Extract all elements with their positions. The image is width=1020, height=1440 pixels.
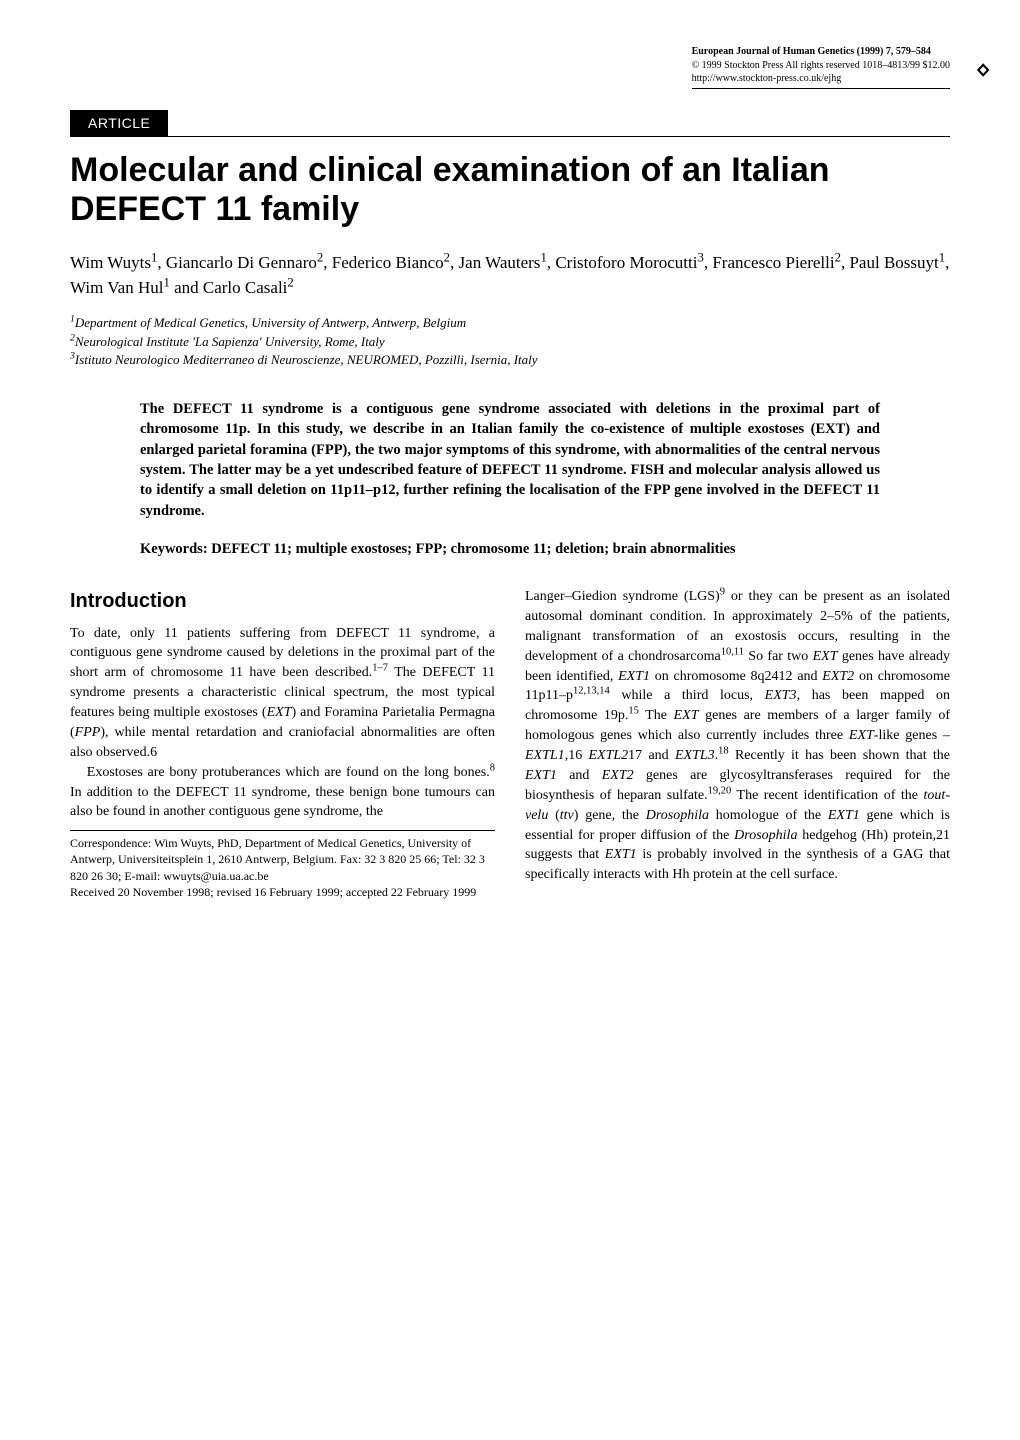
intro-paragraph-3: Langer–Giedion syndrome (LGS)9 or they c… bbox=[525, 587, 950, 885]
header-rule bbox=[692, 88, 950, 89]
abstract-text: The DEFECT 11 syndrome is a contiguous g… bbox=[140, 399, 880, 521]
journal-header: European Journal of Human Genetics (1999… bbox=[692, 45, 950, 89]
column-left: Introduction To date, only 11 patients s… bbox=[70, 587, 495, 900]
affiliation-list: 1Department of Medical Genetics, Univers… bbox=[70, 314, 950, 369]
correspondence-footnote: Correspondence: Wim Wuyts, PhD, Departme… bbox=[70, 835, 495, 884]
section-heading-introduction: Introduction bbox=[70, 587, 495, 615]
body-columns: Introduction To date, only 11 patients s… bbox=[70, 587, 950, 900]
article-type-badge: ARTICLE bbox=[70, 110, 168, 136]
journal-url: http://www.stockton-press.co.uk/ejhg bbox=[692, 72, 950, 86]
keywords-line: Keywords: DEFECT 11; multiple exostoses;… bbox=[140, 539, 880, 559]
column-right: Langer–Giedion syndrome (LGS)9 or they c… bbox=[525, 587, 950, 900]
journal-citation: European Journal of Human Genetics (1999… bbox=[692, 45, 950, 59]
intro-paragraph-1: To date, only 11 patients suffering from… bbox=[70, 624, 495, 763]
copyright-line: © 1999 Stockton Press All rights reserve… bbox=[692, 59, 950, 73]
badge-rule bbox=[70, 136, 950, 137]
intro-paragraph-2: Exostoses are bony protuberances which a… bbox=[70, 763, 495, 823]
article-title: Molecular and clinical examination of an… bbox=[70, 151, 950, 229]
publisher-logo-icon: 🝔 bbox=[976, 47, 990, 88]
author-list: Wim Wuyts1, Giancarlo Di Gennaro2, Feder… bbox=[70, 251, 950, 300]
received-footnote: Received 20 November 1998; revised 16 Fe… bbox=[70, 884, 495, 900]
footnote-separator bbox=[70, 830, 495, 831]
